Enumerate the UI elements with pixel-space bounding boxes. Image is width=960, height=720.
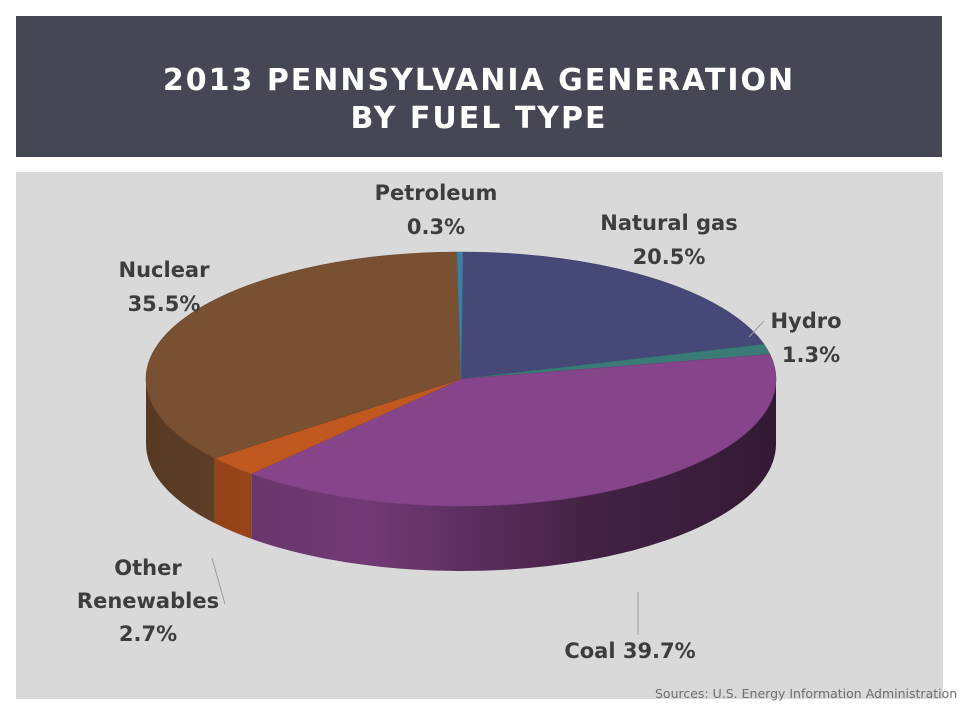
title-line-2: BY FUEL TYPE <box>350 101 608 136</box>
label-hydro-value: 1.3% <box>782 343 840 367</box>
pie-slice-natural-gas <box>460 251 765 380</box>
title-line-1: 2013 PENNSYLVANIA GENERATION <box>162 63 796 98</box>
leader-other-renewables <box>211 557 226 605</box>
source-note: Sources: U.S. Energy Information Adminis… <box>655 686 958 701</box>
label-other-renewables-line2: Renewables <box>77 589 219 613</box>
label-natural-gas-value: 20.5% <box>633 245 706 269</box>
pie-side-other-renewables <box>214 458 252 539</box>
label-petroleum-name: Petroleum <box>375 181 498 205</box>
title-band: 2013 PENNSYLVANIA GENERATION BY FUEL TYP… <box>16 16 942 157</box>
pie-chart: Petroleum 0.3% Natural gas 20.5% Hydro 1… <box>77 181 842 663</box>
chart-title: 2013 PENNSYLVANIA GENERATION BY FUEL TYP… <box>16 62 942 138</box>
leader-hydro <box>748 320 765 338</box>
label-natural-gas-name: Natural gas <box>600 211 737 235</box>
pie-side-nuclear <box>146 379 215 524</box>
label-coal: Coal 39.7% <box>564 639 695 663</box>
label-hydro-name: Hydro <box>770 309 841 333</box>
label-nuclear-name: Nuclear <box>119 258 211 282</box>
pie-slice-coal <box>250 354 777 507</box>
chart-panel: Petroleum 0.3% Natural gas 20.5% Hydro 1… <box>16 172 943 699</box>
label-nuclear-value: 35.5% <box>128 292 201 316</box>
pie-side-coal <box>251 379 776 571</box>
label-other-renewables-line1: Other <box>114 556 182 580</box>
label-petroleum-value: 0.3% <box>407 215 465 239</box>
label-other-renewables-value: 2.7% <box>119 622 177 646</box>
pie-slice-petroleum <box>456 251 464 380</box>
pie-slice-nuclear <box>145 251 462 459</box>
